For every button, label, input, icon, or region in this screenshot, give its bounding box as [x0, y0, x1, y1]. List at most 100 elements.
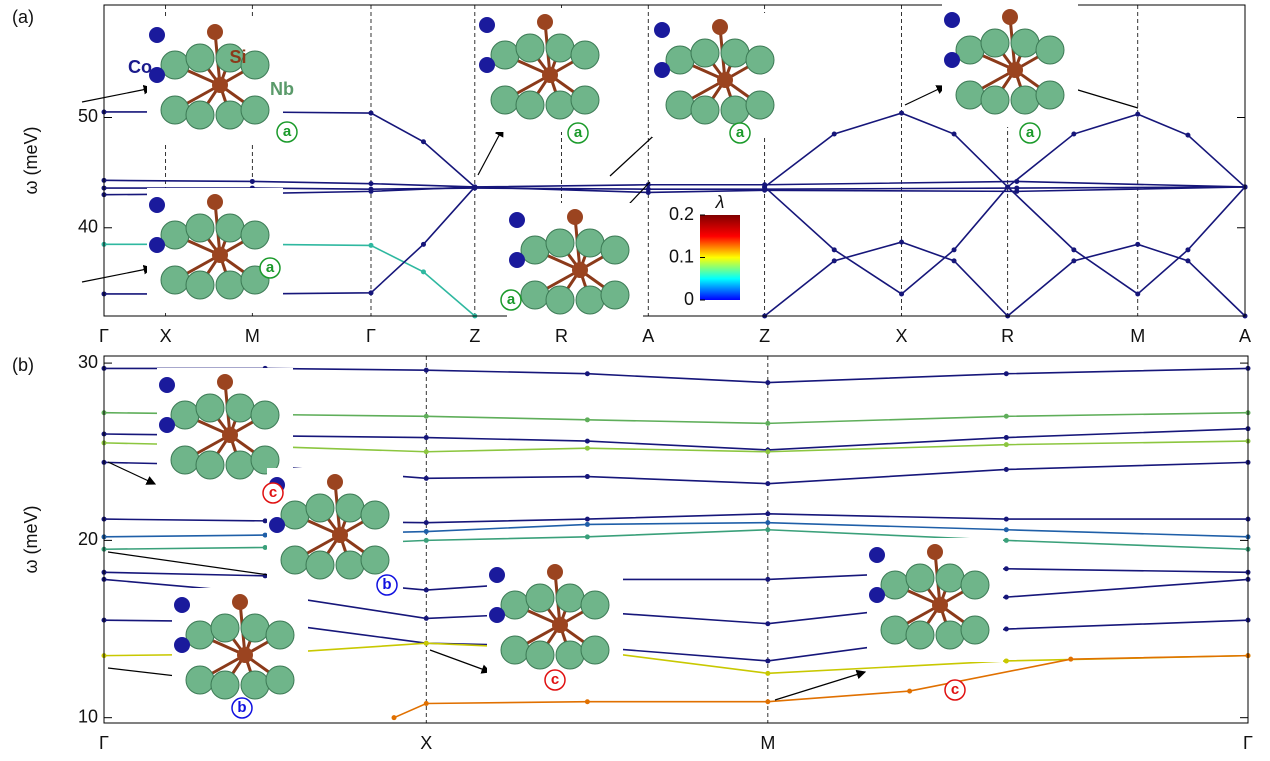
- band-point: [263, 545, 268, 550]
- co-atom: [509, 252, 525, 268]
- band-point: [1004, 658, 1009, 663]
- co-atom: [159, 417, 175, 433]
- band-point: [424, 641, 429, 646]
- band-point: [899, 240, 904, 245]
- band-point: [585, 474, 590, 479]
- band-point: [952, 247, 957, 252]
- co-atom: [869, 587, 885, 603]
- nb-atom: [241, 671, 269, 699]
- band-point: [1135, 291, 1140, 296]
- nb-atom: [981, 86, 1009, 114]
- nb-atom: [546, 91, 574, 119]
- band-point: [585, 446, 590, 451]
- nb-atom: [666, 46, 694, 74]
- band-point: [646, 187, 651, 192]
- annotation: a: [574, 124, 583, 141]
- band-point: [765, 380, 770, 385]
- band-point: [765, 449, 770, 454]
- si-atom: [207, 194, 223, 210]
- co-atom: [174, 597, 190, 613]
- band-point: [899, 111, 904, 116]
- co-atom: [489, 607, 505, 623]
- band-point: [1004, 627, 1009, 632]
- nb-atom: [1011, 86, 1039, 114]
- nb-atom: [1036, 81, 1064, 109]
- band-point: [585, 699, 590, 704]
- annotation: Co: [128, 57, 152, 77]
- co-atom: [944, 12, 960, 28]
- nb-atom: [721, 96, 749, 124]
- structure-inset: [867, 538, 1003, 662]
- band-point: [765, 699, 770, 704]
- si-atom: [217, 374, 233, 390]
- nb-atom: [881, 616, 909, 644]
- x-tick-label: M: [1130, 326, 1145, 346]
- arrow: [905, 86, 945, 105]
- band-point: [1004, 442, 1009, 447]
- nb-atom: [226, 451, 254, 479]
- y-axis-label: ω (meV): [21, 126, 41, 194]
- nb-atom: [556, 584, 584, 612]
- nb-atom: [186, 666, 214, 694]
- nb-atom: [306, 551, 334, 579]
- nb-atom: [526, 641, 554, 669]
- band-point: [424, 529, 429, 534]
- band-point: [424, 520, 429, 525]
- nb-atom: [516, 91, 544, 119]
- band-point: [832, 247, 837, 252]
- co-atom: [149, 197, 165, 213]
- band-point: [1185, 133, 1190, 138]
- si-atom: [712, 19, 728, 35]
- band-point: [368, 243, 373, 248]
- nb-atom: [501, 591, 529, 619]
- band-point: [1068, 657, 1073, 662]
- si-atom: [237, 647, 253, 663]
- annotation: Nb: [270, 79, 294, 99]
- arrow: [82, 268, 152, 282]
- nb-atom: [241, 221, 269, 249]
- co-atom: [509, 212, 525, 228]
- figure: (a)ω (meV)ΓXMΓZRAZXRMA4050CoSiNbaaaaaa00…: [0, 0, 1270, 756]
- structure-inset: [477, 8, 613, 132]
- band-point: [1004, 467, 1009, 472]
- nb-atom: [691, 39, 719, 67]
- band-point: [832, 258, 837, 263]
- band-point: [585, 371, 590, 376]
- nb-atom: [196, 394, 224, 422]
- co-atom: [654, 22, 670, 38]
- nb-atom: [361, 501, 389, 529]
- band-point: [1004, 371, 1009, 376]
- band-point: [1185, 247, 1190, 252]
- structure-inset: [487, 558, 623, 682]
- band-point: [907, 689, 912, 694]
- band-point: [424, 538, 429, 543]
- x-tick-label: X: [420, 733, 432, 753]
- band-point: [1071, 132, 1076, 137]
- band-point: [1004, 414, 1009, 419]
- band-line: [765, 187, 1245, 294]
- band-point: [899, 291, 904, 296]
- nb-atom: [956, 36, 984, 64]
- annotation: Si: [229, 47, 246, 67]
- nb-atom: [906, 621, 934, 649]
- band-point: [765, 577, 770, 582]
- nb-atom: [216, 271, 244, 299]
- nb-atom: [956, 81, 984, 109]
- co-atom: [174, 637, 190, 653]
- nb-atom: [266, 621, 294, 649]
- band-point: [368, 111, 373, 116]
- band-point: [765, 520, 770, 525]
- nb-atom: [211, 671, 239, 699]
- si-atom: [332, 527, 348, 543]
- nb-atom: [186, 44, 214, 72]
- nb-atom: [171, 401, 199, 429]
- annotation: a: [736, 124, 745, 141]
- nb-atom: [546, 229, 574, 257]
- structure-inset: [147, 18, 283, 142]
- band-point: [1004, 435, 1009, 440]
- annotation: a: [266, 259, 275, 276]
- band-point: [250, 179, 255, 184]
- nb-atom: [161, 266, 189, 294]
- band-point: [585, 534, 590, 539]
- nb-atom: [576, 229, 604, 257]
